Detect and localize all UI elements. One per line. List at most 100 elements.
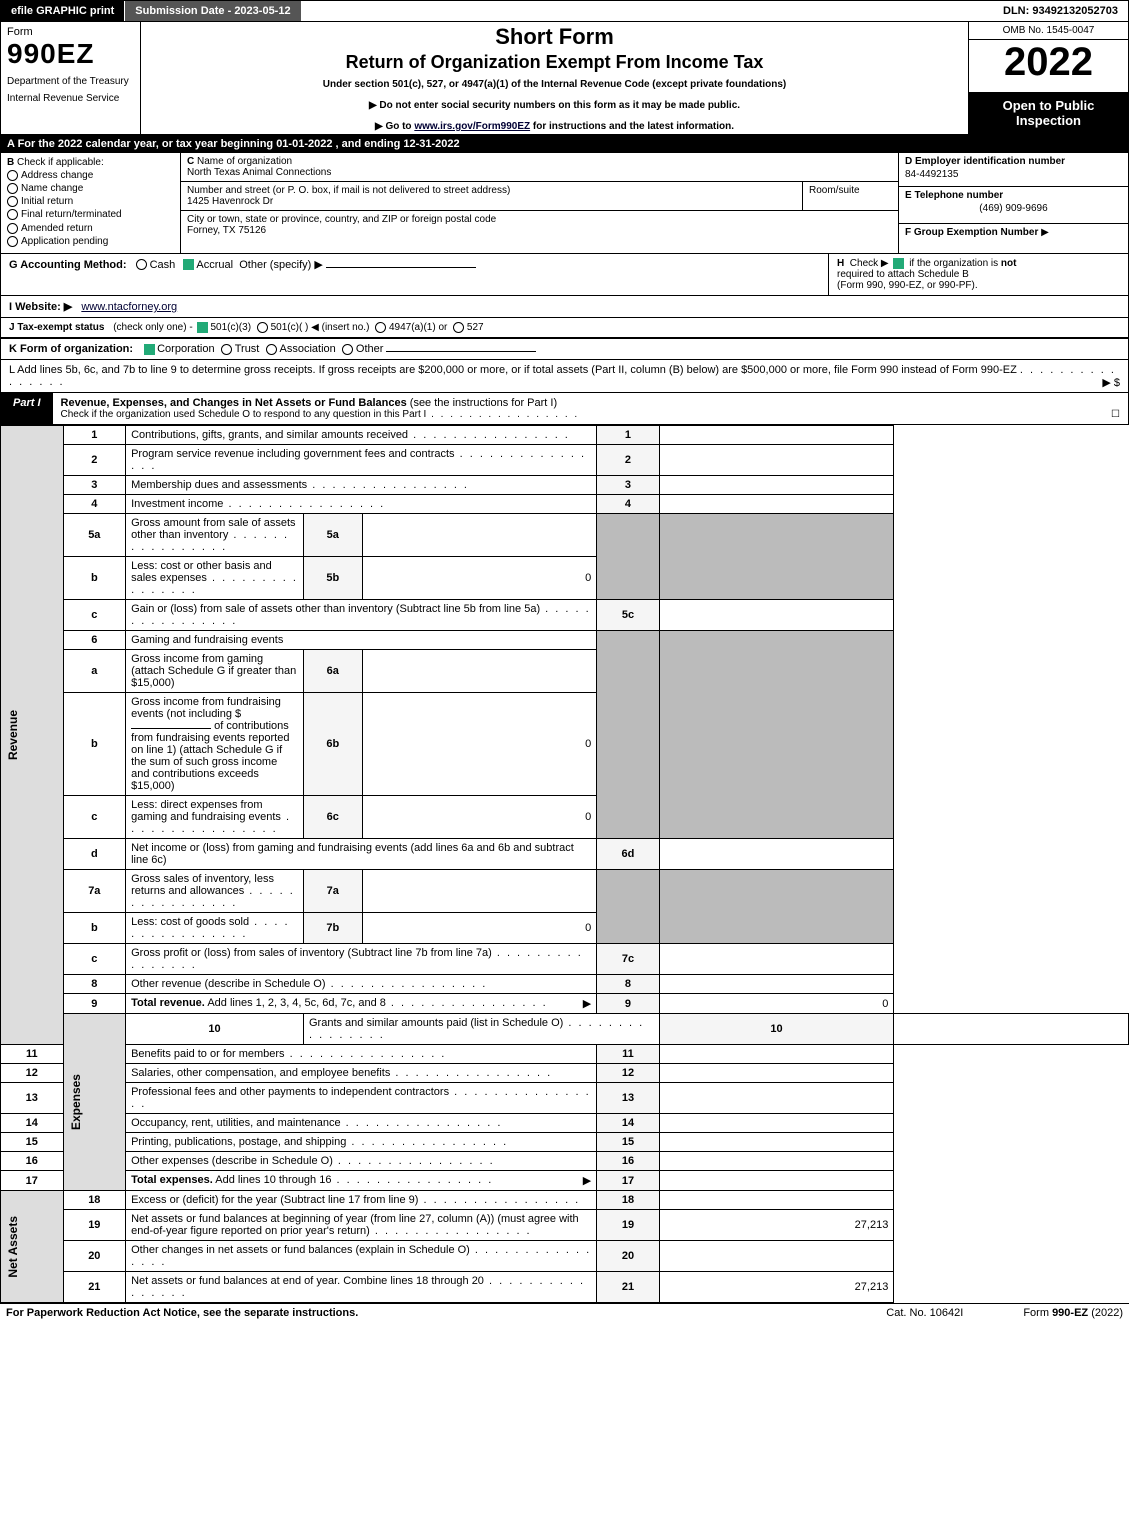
line-19: 19 Net assets or fund balances at beginn… <box>1 1210 1129 1241</box>
efile-print-button[interactable]: efile GRAPHIC print <box>1 1 125 21</box>
shade-cell <box>659 631 894 839</box>
checkbox-other-org[interactable] <box>342 344 353 355</box>
line-num: c <box>63 944 126 975</box>
line-16: 16 Other expenses (describe in Schedule … <box>1 1152 1129 1171</box>
line-16-value <box>659 1152 894 1171</box>
line-6d-text: Net income or (loss) from gaming and fun… <box>126 839 597 870</box>
net-assets-label: Net Assets <box>6 1216 20 1278</box>
page-footer: For Paperwork Reduction Act Notice, see … <box>0 1303 1129 1322</box>
line-3-value <box>659 476 894 495</box>
line-7c-value <box>659 944 894 975</box>
schedule-o-checkbox[interactable]: ☐ <box>1111 409 1120 420</box>
part-i-bar: Part I Revenue, Expenses, and Changes in… <box>0 393 1129 425</box>
line-num: a <box>63 650 126 693</box>
omb-number: OMB No. 1545-0047 <box>969 22 1128 40</box>
i-label: I Website: ▶ <box>9 301 72 313</box>
website-link[interactable]: www.ntacforney.org <box>81 301 177 313</box>
line-7c: c Gross profit or (loss) from sales of i… <box>1 944 1129 975</box>
checkbox-trust[interactable] <box>221 344 232 355</box>
line-18-value <box>659 1191 894 1210</box>
h-box: H Check ▶ if the organization is not req… <box>828 254 1128 295</box>
opt-cash: Cash <box>150 259 176 271</box>
checkbox-name-change[interactable] <box>7 183 18 194</box>
line-9: 9 Total revenue. Add lines 1, 2, 3, 4, 5… <box>1 994 1129 1014</box>
line-19-value: 27,213 <box>659 1210 894 1241</box>
line-3-text: Membership dues and assessments <box>131 479 307 491</box>
dln-label: DLN: 93492132052703 <box>993 1 1128 21</box>
footer-cat-no: Cat. No. 10642I <box>886 1307 963 1319</box>
line-5a: 5a Gross amount from sale of assets othe… <box>1 514 1129 557</box>
checkbox-501c3-checked[interactable] <box>197 322 208 333</box>
rnum: 5c <box>597 600 660 631</box>
checkbox-4947[interactable] <box>375 322 386 333</box>
line-num: 4 <box>63 495 126 514</box>
checkbox-address-change[interactable] <box>7 170 18 181</box>
line-6b-amount-input[interactable] <box>131 728 211 729</box>
phone-label: E Telephone number <box>905 190 1122 201</box>
rnum: 14 <box>597 1114 660 1133</box>
line-7a: 7a Gross sales of inventory, less return… <box>1 870 1129 913</box>
rnum: 21 <box>597 1272 660 1303</box>
opt-other: Other (specify) ▶ <box>239 259 323 271</box>
checkbox-h-checked[interactable] <box>893 258 904 269</box>
checkbox-accrual-checked[interactable] <box>183 259 194 270</box>
inbox-label: 7a <box>303 870 362 913</box>
street-label: Number and street (or P. O. box, if mail… <box>187 185 510 196</box>
line-1-value <box>659 426 894 445</box>
line-21: 21 Net assets or fund balances at end of… <box>1 1272 1129 1303</box>
h-text3: required to attach Schedule B <box>837 269 969 280</box>
k-trust: Trust <box>235 343 260 355</box>
line-15: 15 Printing, publications, postage, and … <box>1 1133 1129 1152</box>
line-1-text: Contributions, gifts, grants, and simila… <box>131 429 408 441</box>
expenses-label: Expenses <box>69 1074 83 1130</box>
line-10-value <box>894 1014 1129 1045</box>
other-specify-input[interactable] <box>326 267 476 268</box>
form-header: Form 990EZ Department of the Treasury In… <box>0 22 1129 135</box>
j-label: J Tax-exempt status <box>9 322 104 333</box>
rnum: 2 <box>597 445 660 476</box>
other-org-input[interactable] <box>386 351 536 352</box>
checkbox-initial-return[interactable] <box>7 196 18 207</box>
checkbox-cash[interactable] <box>136 259 147 270</box>
irs-link[interactable]: www.irs.gov/Form990EZ <box>414 121 530 132</box>
k-label: K Form of organization: <box>9 343 133 355</box>
line-13: 13 Professional fees and other payments … <box>1 1083 1129 1114</box>
checkbox-527[interactable] <box>453 322 464 333</box>
checkbox-corporation-checked[interactable] <box>144 344 155 355</box>
checkbox-final-return[interactable] <box>7 209 18 220</box>
title-return: Return of Organization Exempt From Incom… <box>149 52 960 73</box>
line-num: b <box>63 693 126 796</box>
line-num: 7a <box>63 870 126 913</box>
footer-form-ref: Form 990-EZ (2022) <box>1023 1307 1123 1319</box>
part-i-title-paren: (see the instructions for Part I) <box>410 397 557 409</box>
line-4-text: Investment income <box>131 498 223 510</box>
footer-left: For Paperwork Reduction Act Notice, see … <box>6 1307 886 1319</box>
dept-irs: Internal Revenue Service <box>7 93 134 104</box>
line-num: 9 <box>63 994 126 1014</box>
rnum: 12 <box>597 1064 660 1083</box>
line-21-value: 27,213 <box>659 1272 894 1303</box>
checkbox-501c[interactable] <box>257 322 268 333</box>
rnum: 6d <box>597 839 660 870</box>
rnum: 11 <box>597 1045 660 1064</box>
line-7a-value <box>362 870 597 913</box>
inbox-label: 5a <box>303 514 362 557</box>
shade-cell <box>659 870 894 944</box>
revenue-label: Revenue <box>6 710 20 760</box>
line-6-text: Gaming and fundraising events <box>126 631 597 650</box>
b-text: Check if applicable: <box>17 157 104 168</box>
line-num: 6 <box>63 631 126 650</box>
line-20-value <box>659 1241 894 1272</box>
j-4947: 4947(a)(1) or <box>389 322 447 333</box>
checkbox-amended-return[interactable] <box>7 223 18 234</box>
ein-value: 84-4492135 <box>905 169 1122 180</box>
column-d-ein: D Employer identification number 84-4492… <box>898 153 1128 253</box>
check-final-return: Final return/terminated <box>21 210 122 221</box>
line-7b-value: 0 <box>362 913 597 944</box>
line-num: c <box>63 600 126 631</box>
checkbox-association[interactable] <box>266 344 277 355</box>
checkbox-application-pending[interactable] <box>7 236 18 247</box>
goto-note: ▶ Go to www.irs.gov/Form990EZ for instru… <box>149 121 960 132</box>
line-3: 3 Membership dues and assessments 3 <box>1 476 1129 495</box>
row-a-calendar-year: A For the 2022 calendar year, or tax yea… <box>0 135 1129 153</box>
